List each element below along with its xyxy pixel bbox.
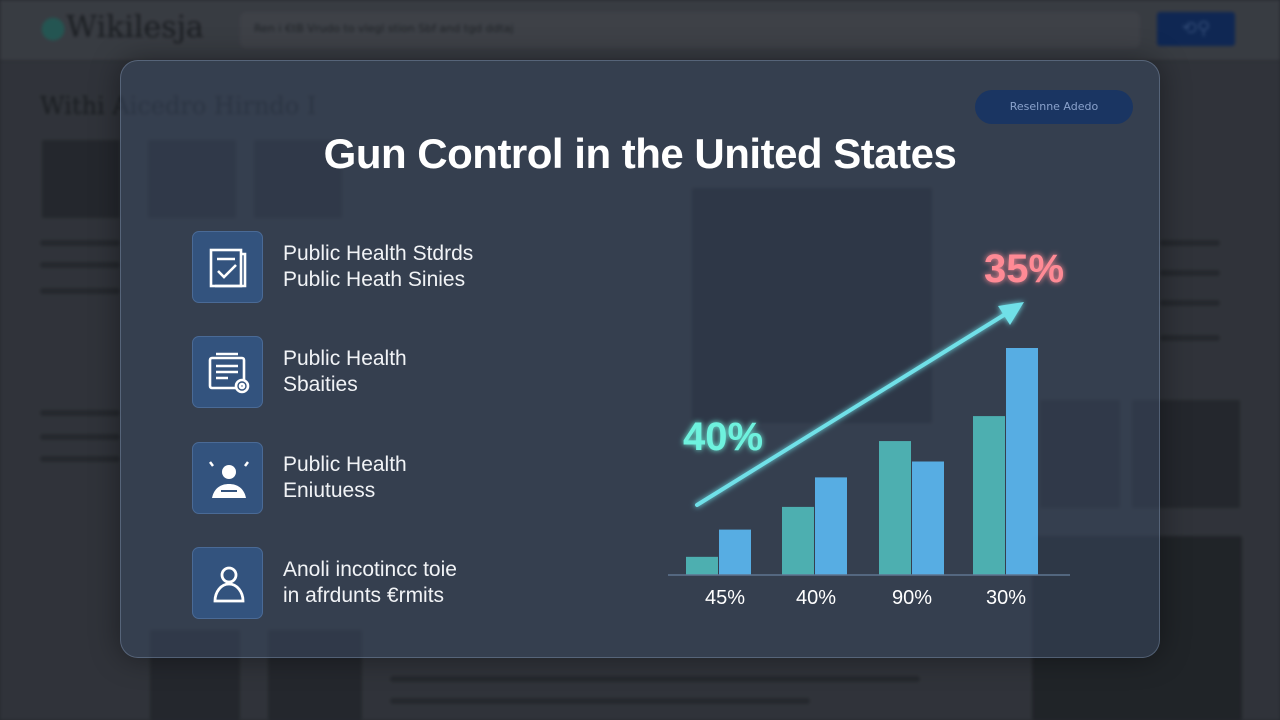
search-button[interactable]: ⟲⚲ [1157, 12, 1235, 46]
checklist-icon [192, 231, 263, 303]
item-subtitle: in afrdunts €rmits [283, 584, 445, 607]
item-title: Public Health [283, 453, 407, 476]
page-action-button[interactable]: Reselnne Adedo [975, 90, 1133, 124]
item-subtitle: Public Heath Sinies [283, 268, 466, 291]
portrait-image [42, 140, 120, 218]
person-alert-icon [192, 442, 263, 514]
item-title: Anoli incotincc toie [283, 558, 457, 581]
list-item: Public Health Sbaities [192, 336, 592, 408]
item-subtitle: Sbaities [283, 373, 358, 396]
item-subtitle: Eniutuess [283, 479, 376, 502]
item-title: Public Health [283, 347, 407, 370]
person-icon [192, 547, 263, 619]
list-item: Public Health Stdrds Public Heath Sinies [192, 231, 592, 303]
document-stamp-icon [192, 336, 263, 408]
top-bar: ●Wikilesja Ren i €tB Vrudo to vlegl stio… [0, 0, 1280, 62]
item-title: Public Health Stdrds [283, 242, 474, 265]
list-item: Public Health Eniutuess [192, 442, 592, 514]
site-logo[interactable]: ●Wikilesja [40, 10, 204, 45]
list-item: Anoli incotincc toie in afrdunts €rmits [192, 547, 592, 619]
infographic-title: Gun Control in the United States [323, 130, 957, 177]
search-input[interactable]: Ren i €tB Vrudo to vlegl stion Sbf and t… [240, 12, 1140, 48]
